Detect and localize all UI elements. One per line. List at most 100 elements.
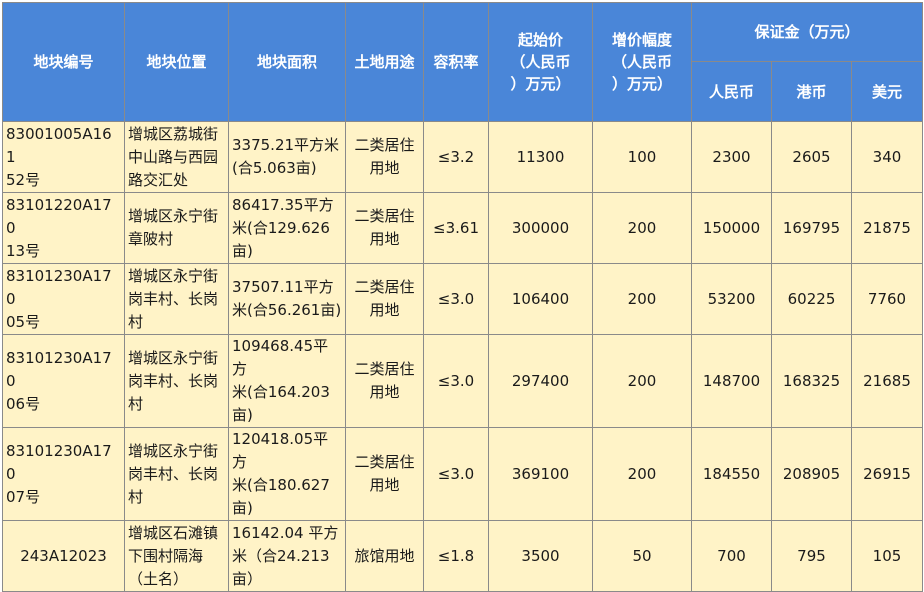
cell-use: 二类居住 用地 bbox=[345, 263, 424, 335]
cell-deposit-usd: 21685 bbox=[851, 334, 923, 428]
table-row: 83101230A170 05号 增城区永宁街 岗丰村、长岗村 37507.11平方 米(… bbox=[2, 263, 923, 335]
cell-location: 增城区永宁街 岗丰村、长岗村 bbox=[124, 334, 229, 428]
cell-area: 109468.45平方 米(合164.203 亩) bbox=[228, 334, 346, 428]
header-location: 地块位置 bbox=[124, 2, 229, 122]
cell-code-line: 83101230A170 bbox=[6, 441, 112, 483]
cell-deposit-hkd: 168325 bbox=[771, 334, 852, 428]
header-row-1: 地块编号 地块位置 地块面积 土地用途 容积率 起始价 （人民币 ）万元） 增价… bbox=[2, 2, 923, 122]
cell-use-line: 二类居住 bbox=[354, 453, 415, 471]
cell-use-line: 二类居住 bbox=[354, 136, 415, 154]
cell-far: ≤3.0 bbox=[423, 427, 489, 521]
header-deposit: 保证金（万元） bbox=[691, 2, 923, 62]
cell-code-line: 83101220A170 bbox=[6, 195, 112, 237]
cell-code: 83101230A170 07号 bbox=[2, 427, 125, 521]
cell-code: 243A12023 bbox=[2, 520, 125, 592]
header-area: 地块面积 bbox=[228, 2, 346, 122]
cell-code-line: 83101230A170 bbox=[6, 348, 112, 390]
cell-code-line: 83001005A161 bbox=[6, 124, 112, 166]
cell-deposit-usd: 340 bbox=[851, 121, 923, 193]
cell-deposit-rmb: 2300 bbox=[691, 121, 772, 193]
cell-location: 增城区永宁街 章陂村 bbox=[124, 192, 229, 264]
cell-location-line: 路交汇处 bbox=[128, 170, 189, 189]
cell-far: ≤3.0 bbox=[423, 263, 489, 335]
table-body: 83001005A161 52号 增城区荔城街 中山路与西园 路交汇处 3375.21平方… bbox=[2, 121, 923, 592]
cell-start-price: 106400 bbox=[488, 263, 593, 335]
cell-deposit-rmb: 53200 bbox=[691, 263, 772, 335]
header-far: 容积率 bbox=[423, 2, 489, 122]
cell-location: 增城区永宁街 岗丰村、长岗村 bbox=[124, 427, 229, 521]
cell-area-line: 亩） bbox=[232, 569, 263, 588]
cell-code-line: 07号 bbox=[6, 487, 41, 506]
cell-location: 增城区永宁街 岗丰村、长岗村 bbox=[124, 263, 229, 335]
cell-code-line: 06号 bbox=[6, 394, 41, 413]
header-hkd: 港币 bbox=[771, 61, 852, 122]
cell-start-price: 300000 bbox=[488, 192, 593, 264]
cell-area-line: 37507.11平方 bbox=[232, 278, 334, 296]
table-row: 243A12023 增城区石滩镇 下围村隔海 （土名） 16142.04 平方 米（合24… bbox=[2, 520, 923, 592]
cell-code: 83101230A170 06号 bbox=[2, 334, 125, 428]
cell-location: 增城区石滩镇 下围村隔海 （土名） bbox=[124, 520, 229, 592]
cell-start-price: 369100 bbox=[488, 427, 593, 521]
cell-code-line: 13号 bbox=[6, 241, 41, 260]
cell-area-line: 86417.35平方 bbox=[232, 195, 334, 214]
cell-code-line: 243A12023 bbox=[20, 546, 107, 565]
cell-area-line: 120418.05平方 bbox=[232, 430, 329, 471]
cell-use-line: 用地 bbox=[369, 383, 400, 401]
header-code: 地块编号 bbox=[2, 2, 125, 122]
cell-deposit-rmb: 184550 bbox=[691, 427, 772, 521]
cell-increment: 200 bbox=[592, 334, 692, 428]
header-use: 土地用途 bbox=[345, 2, 424, 122]
cell-increment: 50 bbox=[592, 520, 692, 592]
cell-area-line: 109468.45平方 bbox=[232, 337, 329, 378]
cell-location-line: 增城区永宁街 bbox=[128, 207, 219, 225]
cell-deposit-hkd: 60225 bbox=[771, 263, 852, 335]
cell-use: 二类居住 用地 bbox=[345, 192, 424, 264]
cell-increment: 200 bbox=[592, 263, 692, 335]
cell-location-line: 增城区荔城街 bbox=[128, 124, 219, 143]
cell-area: 37507.11平方 米(合56.261亩) bbox=[228, 263, 346, 335]
cell-location-line: （土名） bbox=[128, 569, 189, 588]
cell-deposit-usd: 105 bbox=[851, 520, 923, 592]
cell-code-line: 52号 bbox=[6, 170, 41, 189]
cell-deposit-rmb: 700 bbox=[691, 520, 772, 592]
cell-far: ≤3.61 bbox=[423, 192, 489, 264]
cell-start-price: 11300 bbox=[488, 121, 593, 193]
cell-start-price: 297400 bbox=[488, 334, 593, 428]
cell-location-line: 岗丰村、长岗 bbox=[128, 464, 219, 483]
cell-area-line: 亩) bbox=[232, 241, 253, 260]
cell-far: ≤1.8 bbox=[423, 520, 489, 592]
cell-area: 3375.21平方米 (合5.063亩) bbox=[228, 121, 346, 193]
table-row: 83001005A161 52号 增城区荔城街 中山路与西园 路交汇处 3375.21平方… bbox=[2, 121, 923, 193]
header-start-price-line: 起始价 bbox=[517, 31, 563, 49]
cell-location-line: 章陂村 bbox=[128, 230, 174, 248]
header-increment-line: ）万元） bbox=[611, 75, 672, 93]
cell-use-line: 旅馆用地 bbox=[354, 546, 415, 565]
cell-area: 120418.05平方 米(合180.627 亩) bbox=[228, 427, 346, 521]
cell-location-line: 增城区永宁街 bbox=[128, 348, 219, 367]
header-usd: 美元 bbox=[851, 61, 923, 122]
cell-area-line: 米(合164.203 bbox=[232, 383, 330, 401]
cell-use-line: 二类居住 bbox=[354, 278, 415, 296]
cell-deposit-hkd: 795 bbox=[771, 520, 852, 592]
header-start-price: 起始价 （人民币 ）万元） bbox=[488, 2, 593, 122]
cell-deposit-rmb: 150000 bbox=[691, 192, 772, 264]
cell-use: 旅馆用地 bbox=[345, 520, 424, 592]
header-row-2: 人民币 港币 美元 bbox=[3, 61, 923, 122]
cell-use-line: 二类居住 bbox=[354, 360, 415, 378]
table-row: 83101230A170 07号 增城区永宁街 岗丰村、长岗村 120418.05平方米… bbox=[2, 427, 923, 521]
cell-location-line: 村 bbox=[128, 312, 144, 331]
cell-location-line: 中山路与西园 bbox=[128, 147, 219, 166]
cell-increment: 200 bbox=[592, 427, 692, 521]
header-start-price-line: ）万元） bbox=[510, 75, 571, 93]
cell-location-line: 下围村隔海 bbox=[128, 546, 204, 565]
cell-location-line: 增城区永宁街 bbox=[128, 441, 219, 460]
cell-location-line: 增城区石滩镇 bbox=[128, 523, 219, 542]
cell-area-line: (合5.063亩) bbox=[232, 159, 317, 177]
cell-increment: 200 bbox=[592, 192, 692, 264]
cell-location-line: 岗丰村、长岗 bbox=[128, 289, 219, 308]
cell-deposit-usd: 21875 bbox=[851, 192, 923, 264]
table-row: 83101220A170 13号 增城区永宁街 章陂村 86417.35平方 米(合129… bbox=[2, 192, 923, 264]
cell-code-line: 83101230A170 bbox=[6, 266, 112, 308]
cell-area: 16142.04 平方 米（合24.213 亩） bbox=[228, 520, 346, 592]
cell-far: ≤3.0 bbox=[423, 334, 489, 428]
